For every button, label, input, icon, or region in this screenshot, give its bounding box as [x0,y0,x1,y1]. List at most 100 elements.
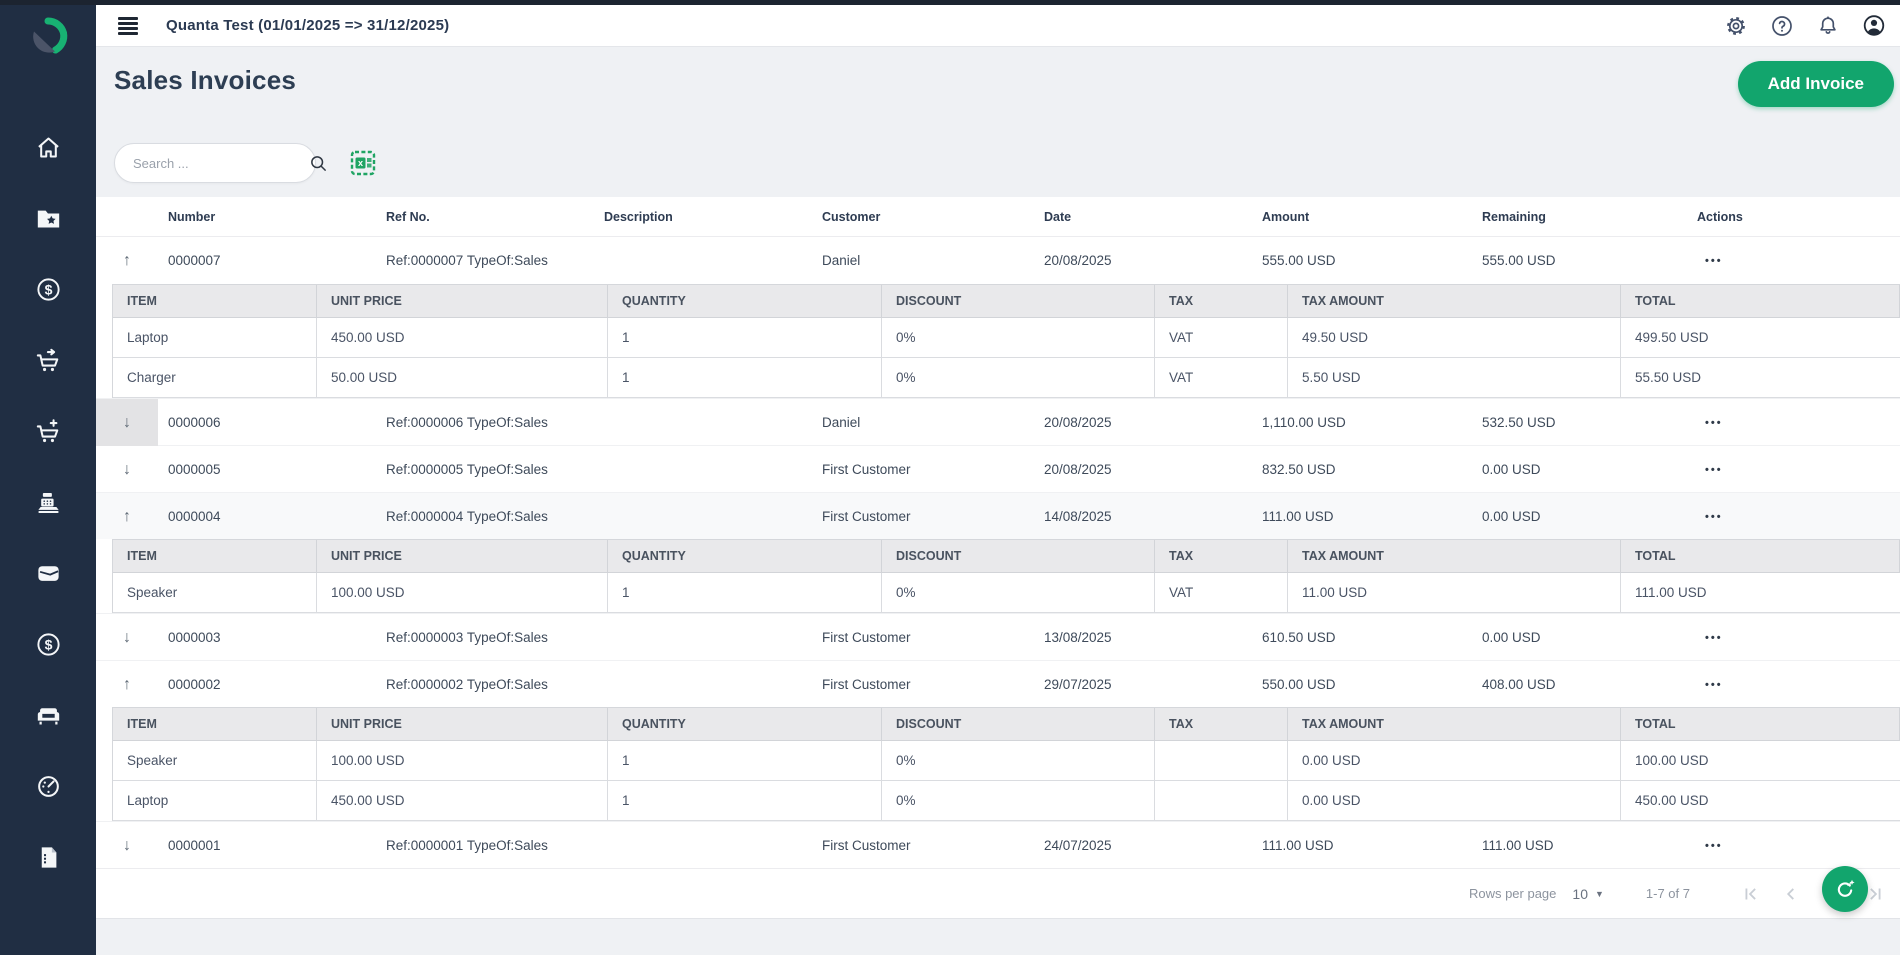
armchair-icon [35,702,62,729]
svg-text:$: $ [44,636,52,652]
items-column-total: TOTAL [1621,540,1900,573]
invoice-actions-cell: ••• [1687,836,1900,856]
column-header-date: Date [1044,209,1072,224]
account-icon[interactable] [1862,14,1886,38]
items-header-row: ITEM UNIT PRICE QUANTITY DISCOUNT TAX TAX AMO… [113,540,1900,573]
invoice-row-0000002[interactable]: ↑ 0000002 Ref:0000002 TypeOf:Sales First Cu… [96,660,1900,707]
items-header-row: ITEM UNIT PRICE QUANTITY DISCOUNT TAX TAX AMO… [113,708,1900,741]
notifications-bell-icon[interactable] [1816,14,1840,38]
invoice-row-0000001[interactable]: ↓ 0000001 Ref:0000001 TypeOf:Sales First Cu… [96,821,1900,868]
row-actions-menu-icon[interactable]: ••• [1697,413,1731,433]
item-tax-amount: 5.50 USD [1288,358,1621,398]
items-column-tax-amount: TAX AMOUNT [1288,540,1621,573]
add-invoice-button[interactable]: Add Invoice [1737,61,1894,107]
invoice-actions-cell: ••• [1687,675,1900,695]
sales-invoices-page: Sales Invoices Add Invoice x Number Ref N… [96,47,1900,919]
sidebar-nav: $ $ [0,112,96,893]
row-actions-menu-icon[interactable]: ••• [1697,836,1731,856]
invoice-ref: Ref:0000003 TypeOf:Sales [386,630,548,645]
sidebar: $ $ [0,0,96,955]
column-header-actions: Actions [1697,209,1743,224]
invoice-date: 20/08/2025 [1044,462,1112,477]
expand-row-button[interactable]: ↓ [96,614,158,661]
row-actions-menu-icon[interactable]: ••• [1697,460,1731,480]
items-column-unit-price: UNIT PRICE [317,708,608,741]
search-box [114,143,326,183]
invoice-remaining: 111.00 USD [1482,838,1554,853]
sidebar-item-1[interactable] [0,112,96,183]
invoice-amount: 111.00 USD [1262,509,1334,524]
item-row: Speaker 100.00 USD 1 0% VAT 11.00 USD 111.00 U… [113,573,1900,613]
invoice-row-0000003[interactable]: ↓ 0000003 Ref:0000003 TypeOf:Sales First Cu… [96,613,1900,660]
items-column-discount: DISCOUNT [882,540,1155,573]
item-row: Laptop 450.00 USD 1 0% 0.00 USD 450.00 USD [113,781,1900,821]
dollar-circle-icon: $ [35,631,62,658]
invoice-number: 0000004 [168,509,221,524]
sidebar-item-2[interactable] [0,183,96,254]
item-discount: 0% [882,781,1155,821]
collapse-row-button[interactable]: ↑ [96,661,158,708]
expand-row-button[interactable]: ↓ [96,822,158,869]
collapse-row-button[interactable]: ↑ [96,493,158,540]
app-logo-icon [25,14,71,60]
sidebar-item-8[interactable]: $ [0,609,96,680]
invoice-actions-cell: ••• [1687,460,1900,480]
settings-icon[interactable] [1724,14,1748,38]
expand-row-button[interactable]: ↓ [96,446,158,493]
sidebar-item-3[interactable]: $ [0,254,96,325]
chevron-down-icon: ▼ [1594,888,1604,899]
item-name: Laptop [113,781,317,821]
row-actions-menu-icon[interactable]: ••• [1697,628,1731,648]
last-page-icon[interactable] [1860,879,1890,909]
menu-toggle-icon[interactable] [118,16,138,35]
sidebar-item-5[interactable] [0,396,96,467]
invoice-row-0000006[interactable]: ↓ 0000006 Ref:0000006 TypeOf:Sales Daniel 20… [96,398,1900,446]
dollar-circle-icon: $ [35,276,62,303]
sidebar-item-10[interactable] [0,751,96,822]
item-unit-price: 450.00 USD [317,781,608,821]
item-quantity: 1 [608,573,882,613]
refresh-button[interactable] [1822,866,1868,912]
items-column-total: TOTAL [1621,708,1900,741]
column-header-amount: Amount [1262,209,1310,224]
sidebar-item-4[interactable] [0,325,96,396]
invoice-remaining: 408.00 USD [1482,677,1556,692]
invoice-row-0000007[interactable]: ↑ 0000007 Ref:0000007 TypeOf:Sales Daniel 20… [96,237,1900,284]
sidebar-item-9[interactable] [0,680,96,751]
row-actions-menu-icon[interactable]: ••• [1697,251,1731,271]
invoice-table: Number Ref No. Description Customer Date Amou… [96,197,1900,919]
item-total: 499.50 USD [1621,318,1900,358]
invoice-amount: 832.50 USD [1262,462,1336,477]
invoice-amount: 555.00 USD [1262,253,1336,268]
item-tax: VAT [1155,358,1288,398]
invoice-date: 24/07/2025 [1044,838,1112,853]
row-actions-menu-icon[interactable]: ••• [1697,675,1731,695]
search-icon[interactable] [309,154,328,173]
page-title: Sales Invoices [114,65,297,95]
invoice-row-0000005[interactable]: ↓ 0000005 Ref:0000005 TypeOf:Sales First Cu… [96,445,1900,492]
item-unit-price: 100.00 USD [317,741,608,781]
expand-row-button[interactable]: ↓ [96,399,158,446]
invoice-number: 0000007 [168,253,221,268]
sidebar-item-11[interactable] [0,822,96,893]
svg-text:$: $ [44,281,52,297]
excel-export-icon[interactable]: x [350,150,376,176]
search-input[interactable] [133,155,309,171]
rows-per-page-label: Rows per page [1468,886,1557,901]
help-icon[interactable] [1770,14,1794,38]
item-tax [1155,741,1288,781]
first-page-icon[interactable] [1736,879,1766,909]
item-row: Laptop 450.00 USD 1 0% VAT 49.50 USD 499.50 US… [113,318,1900,358]
sidebar-item-6[interactable] [0,467,96,538]
item-name: Speaker [113,741,317,781]
invoice-customer: First Customer [822,462,911,477]
previous-page-icon[interactable] [1776,879,1806,909]
rows-per-page-select[interactable]: 10 ▼ [1572,886,1604,902]
row-actions-menu-icon[interactable]: ••• [1697,507,1731,527]
items-column-tax-amount: TAX AMOUNT [1288,708,1621,741]
collapse-row-button[interactable]: ↑ [96,237,158,284]
invoice-row-0000004[interactable]: ↑ 0000004 Ref:0000004 TypeOf:Sales First Cu… [96,492,1900,539]
sidebar-item-7[interactable] [0,538,96,609]
items-column-tax: TAX [1155,285,1288,318]
items-column-item: ITEM [113,540,317,573]
